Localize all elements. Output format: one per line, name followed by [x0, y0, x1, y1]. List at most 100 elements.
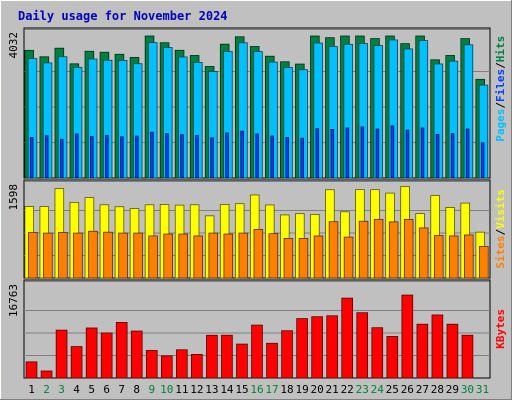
- bar-pages: Pages 4: 1250: [75, 133, 79, 179]
- series-legend: Sites/Visits: [494, 189, 507, 269]
- bar-kbytes: KBytes 5: 9316: [85, 327, 98, 379]
- x-tick-label: 10: [160, 383, 173, 396]
- bar-kbytes: KBytes 2: 1302: [40, 370, 53, 379]
- x-tick-label: 9: [148, 383, 155, 396]
- x-tick-label: 27: [416, 383, 429, 396]
- bar-sites: Sites 15: 797: [238, 232, 249, 279]
- bar-pages: Pages 9: 1300: [150, 131, 154, 179]
- x-tick-label: 2: [43, 383, 50, 396]
- bar-pages: Pages 22: 1420: [345, 127, 350, 179]
- bar-sites: Sites 24: 1041: [373, 218, 384, 279]
- bar-pages: Pages 2: 1200: [44, 135, 49, 179]
- bar-sites: Sites 14: 780: [223, 233, 234, 279]
- bar-sites: Sites 6: 813: [103, 231, 113, 279]
- bar-pages: Pages 26: 1360: [405, 129, 410, 179]
- bar-pages: Pages 18: 1150: [285, 137, 289, 179]
- x-tick-label: 4: [73, 383, 80, 396]
- bar-pages: Pages 12: 1210: [195, 134, 199, 179]
- x-tick-label: 23: [356, 383, 369, 396]
- bar-kbytes: KBytes 30: 7960: [461, 334, 474, 379]
- bar-sites: Sites 11: 780: [178, 233, 188, 279]
- bar-pages: Pages 31: 1000: [480, 142, 485, 179]
- bar-pages: Pages 24: 1390: [375, 128, 380, 179]
- series-legend: KBytes: [494, 309, 507, 349]
- legend-kbytes: KBytes: [494, 309, 507, 349]
- x-tick-label: 31: [476, 383, 489, 396]
- x-tick-label: 25: [386, 383, 399, 396]
- bar-pages: Pages 15: 1330: [240, 130, 244, 179]
- x-tick-label: 5: [88, 383, 95, 396]
- bar-pages: Pages 8: 1190: [135, 135, 139, 179]
- bar-pages: Pages 27: 1420: [420, 127, 425, 179]
- bar-kbytes: KBytes 22: 14878: [341, 297, 353, 379]
- bar-kbytes: KBytes 17: 6470: [266, 342, 278, 379]
- legend-visits: Visits: [494, 189, 507, 229]
- bar-sites: Sites 18: 703: [283, 238, 294, 279]
- bar-sites: Sites 19: 703: [298, 238, 309, 279]
- bar-sites: Sites 8: 797: [133, 232, 143, 279]
- x-tick-label: 7: [118, 383, 125, 396]
- panel-hits-files-pages: 4032Hits 1: 3625Files 1: 3390Pages 1: 11…: [7, 27, 507, 179]
- x-tick-label: 21: [326, 383, 339, 396]
- bar-sites: Sites 22: 726: [343, 236, 354, 279]
- bar-sites: Sites 1: 808: [28, 232, 38, 279]
- x-tick-label: 14: [220, 383, 234, 396]
- bar-pages: Pages 17: 1190: [270, 135, 274, 179]
- x-axis-labels: 1 2 3 4 5 6 7 8 9 10 11 12 13 14 15 16 17 18 19 20 21 22 23 24 2…: [28, 383, 489, 396]
- bar-pages: Pages 14: 1280: [225, 132, 229, 179]
- x-tick-label: 20: [311, 383, 324, 396]
- bar-kbytes: KBytes 27: 10019: [416, 323, 429, 379]
- bar-sites: Sites 10: 780: [163, 233, 173, 279]
- bar-sites: Sites 12: 747: [193, 235, 203, 279]
- bar-pages: Pages 25: 1480: [390, 125, 395, 179]
- bar-sites: Sites 5: 830: [88, 230, 98, 279]
- bar-kbytes: KBytes 4: 5853: [70, 346, 83, 379]
- bar-kbytes: KBytes 8: 8747: [130, 330, 143, 379]
- bar-sites: Sites 26: 1040: [403, 219, 414, 279]
- y-max-label: 1598: [7, 184, 20, 211]
- panels-layer: 4032Hits 1: 3625Files 1: 3390Pages 1: 11…: [7, 27, 507, 379]
- bar-pages: Pages 6: 1210: [105, 134, 109, 179]
- bar-sites: Sites 3: 808: [58, 232, 68, 279]
- bar-kbytes: KBytes 13: 7960: [206, 334, 218, 379]
- x-tick-label: 12: [190, 383, 203, 396]
- bar-pages: Pages 5: 1180: [90, 136, 94, 179]
- bar-sites: Sites 13: 797: [208, 232, 219, 279]
- bar-pages: Pages 1: 1150: [29, 137, 34, 179]
- bar-pages: Pages 10: 1260: [165, 133, 169, 179]
- bar-kbytes: KBytes 19: 11062: [296, 318, 308, 379]
- bar-sites: Sites 2: 797: [43, 232, 53, 279]
- bar-sites: Sites 16: 863: [253, 228, 264, 279]
- series-legend: Pages/Files/Hits: [494, 36, 507, 142]
- bar-kbytes: KBytes 1: 3004: [25, 361, 38, 379]
- bar-sites: Sites 23: 1008: [358, 220, 369, 279]
- bar-pages: Pages 28: 1240: [435, 133, 440, 179]
- x-tick-label: 22: [341, 383, 354, 396]
- x-tick-label: 15: [235, 383, 248, 396]
- chart-title: Daily usage for November 2024: [18, 9, 228, 23]
- bar-pages: Pages 23: 1450: [360, 126, 365, 179]
- x-tick-label: 13: [205, 383, 218, 396]
- legend-separator: /: [494, 62, 507, 69]
- bar-pages: Pages 29: 1260: [450, 133, 455, 179]
- bar-kbytes: KBytes 24: 9368: [371, 327, 384, 379]
- x-tick-label: 19: [295, 383, 308, 396]
- bar-kbytes: KBytes 14: 7965: [221, 334, 233, 379]
- x-tick-label: 8: [133, 383, 140, 396]
- bar-kbytes: KBytes 11: 5255: [176, 349, 188, 379]
- bar-kbytes: KBytes 6: 8398: [100, 332, 113, 379]
- legend-pages: Pages: [494, 109, 507, 142]
- legend-separator: /: [494, 102, 507, 109]
- bar-pages: Pages 13: 1140: [210, 137, 214, 179]
- bar-pages: Pages 7: 1170: [120, 136, 124, 179]
- bar-kbytes: KBytes 23: 12160: [356, 312, 369, 379]
- bar-sites: Sites 20: 747: [313, 235, 324, 279]
- x-tick-label: 30: [461, 383, 474, 396]
- legend-separator: /: [494, 228, 507, 235]
- bar-kbytes: KBytes 29: 10019: [446, 323, 459, 379]
- x-tick-label: 29: [446, 383, 459, 396]
- bar-pages: Pages 11: 1230: [180, 134, 184, 179]
- x-tick-label: 17: [265, 383, 278, 396]
